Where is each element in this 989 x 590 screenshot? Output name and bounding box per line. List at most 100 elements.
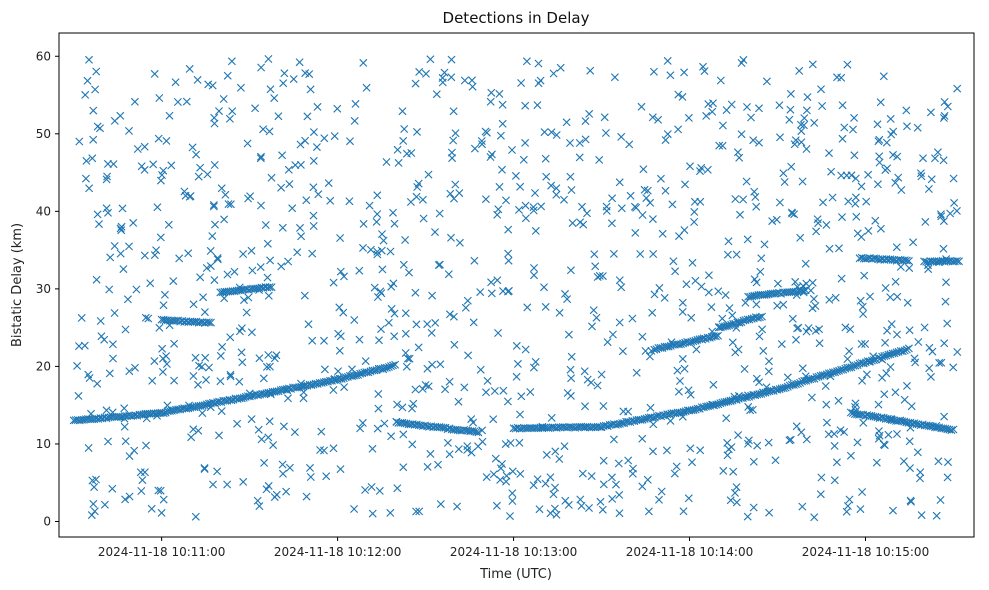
detection-point <box>512 341 521 350</box>
detection-point <box>952 206 961 215</box>
detection-point <box>721 291 730 300</box>
detection-point <box>725 304 734 313</box>
detection-point <box>775 101 784 110</box>
detection-point <box>882 138 891 147</box>
detection-point <box>486 97 495 106</box>
x-tick-label: 2024-11-18 10:14:00 <box>626 545 753 559</box>
detection-point <box>882 369 891 378</box>
detection-point <box>564 500 573 509</box>
detection-point <box>89 499 98 508</box>
detection-point <box>399 430 408 439</box>
detection-point <box>320 336 328 345</box>
detection-point <box>266 390 275 399</box>
detection-point <box>364 368 373 377</box>
detection-point <box>470 144 479 153</box>
detection-point <box>643 186 652 195</box>
detection-point <box>672 462 681 471</box>
detection-point <box>631 228 640 237</box>
detection-point <box>243 139 252 148</box>
detection-point <box>170 376 179 385</box>
detection-point <box>949 425 958 434</box>
detection-point <box>591 262 600 271</box>
detection-point <box>85 55 93 64</box>
detection-point <box>734 391 743 400</box>
detection-point <box>937 358 946 367</box>
detection-point <box>431 318 440 327</box>
detection-point <box>642 194 651 203</box>
detection-point <box>538 422 547 431</box>
detection-point <box>504 225 513 234</box>
detection-point <box>171 78 180 87</box>
detection-point <box>850 151 859 160</box>
detection-point <box>361 486 370 494</box>
detection-point <box>375 486 384 495</box>
detection-point <box>405 268 413 277</box>
detection-point <box>247 246 256 255</box>
detection-point <box>411 79 420 88</box>
detection-point <box>255 286 263 294</box>
detection-point <box>723 321 732 330</box>
detection-point <box>295 58 304 67</box>
detection-point <box>705 333 714 342</box>
detection-point <box>91 85 100 94</box>
detection-point <box>504 286 513 295</box>
detection-point <box>680 68 689 77</box>
detection-point <box>189 425 198 434</box>
detection-point <box>560 195 568 204</box>
detection-point <box>240 296 248 305</box>
detection-point <box>575 139 584 147</box>
detection-point <box>715 141 724 150</box>
detection-point <box>81 174 90 183</box>
detection-point <box>678 298 687 307</box>
detection-point <box>609 435 618 444</box>
detection-point <box>831 293 840 302</box>
detection-point <box>663 130 672 139</box>
detection-point <box>860 271 869 280</box>
detection-point <box>598 272 607 281</box>
detection-point <box>881 166 890 175</box>
detection-point <box>125 492 134 501</box>
detection-point <box>794 379 802 388</box>
detection-point <box>529 363 538 372</box>
detection-point <box>866 292 874 301</box>
detection-point <box>649 420 658 429</box>
detection-point <box>953 84 962 93</box>
detection-point <box>686 390 695 399</box>
detection-point <box>679 507 688 516</box>
detection-point <box>279 469 287 478</box>
detection-point <box>771 456 780 465</box>
detection-point <box>336 234 345 242</box>
detection-point <box>448 154 457 163</box>
detection-point <box>862 197 871 206</box>
detection-point <box>92 67 101 76</box>
detection-point <box>97 332 106 341</box>
detection-point <box>608 194 617 203</box>
detection-point <box>886 114 895 123</box>
detection-point <box>743 235 752 244</box>
detection-point <box>765 508 774 517</box>
detection-point <box>217 184 226 193</box>
detection-point <box>205 363 213 372</box>
detection-point <box>838 134 847 143</box>
detection-point <box>125 452 134 461</box>
detection-point <box>674 125 683 134</box>
detection-point <box>718 121 727 130</box>
detection-point <box>856 505 865 514</box>
detection-point <box>167 161 176 170</box>
detection-point <box>206 318 215 327</box>
detection-point <box>861 340 870 348</box>
detection-point <box>793 324 802 333</box>
detection-point <box>843 60 852 69</box>
detection-point <box>336 465 345 474</box>
detection-point <box>401 309 410 318</box>
detection-point <box>751 193 760 201</box>
detection-point <box>191 353 200 362</box>
detection-point <box>506 512 514 521</box>
detection-point <box>547 181 556 190</box>
detection-point <box>865 357 874 366</box>
chart-title: Detections in Delay <box>443 9 590 27</box>
detection-point <box>468 76 476 85</box>
detection-point <box>96 317 105 325</box>
detection-point <box>372 217 381 226</box>
detection-point <box>801 259 810 268</box>
